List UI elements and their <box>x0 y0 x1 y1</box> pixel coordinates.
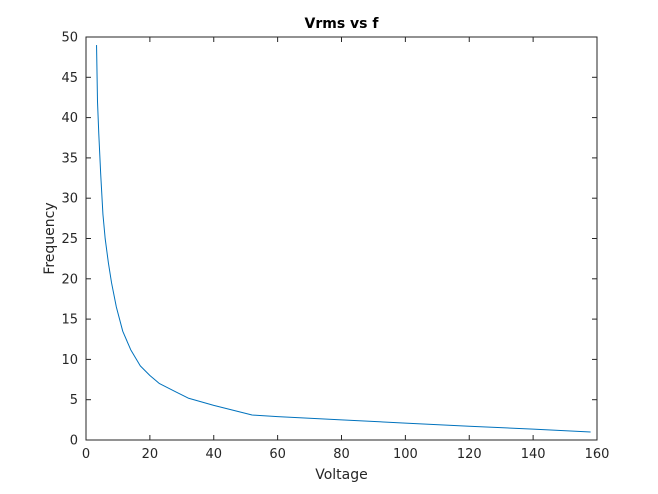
x-tick-label: 140 <box>521 447 546 462</box>
y-tick-label: 35 <box>61 151 78 166</box>
x-tick-label: 0 <box>82 447 90 462</box>
y-tick-label: 0 <box>70 434 78 449</box>
y-tick-label: 30 <box>61 192 78 207</box>
x-tick-label: 40 <box>205 447 222 462</box>
x-tick-label: 20 <box>142 447 159 462</box>
x-tick-label: 60 <box>269 447 286 462</box>
y-tick-label: 20 <box>61 272 78 287</box>
x-tick-label: 80 <box>333 447 350 462</box>
x-tick-label: 100 <box>393 447 418 462</box>
y-tick-label: 40 <box>61 111 78 126</box>
x-axis-title: Voltage <box>315 467 368 483</box>
y-tick-label: 25 <box>61 232 78 247</box>
y-tick-label: 5 <box>70 393 78 408</box>
series-line-0 <box>96 45 591 433</box>
series-layer <box>96 45 591 433</box>
x-tick-label: 160 <box>585 447 610 462</box>
y-tick-label: 10 <box>61 353 78 368</box>
y-tick-label: 50 <box>61 31 78 46</box>
tick-layer: 0 20 40 60 80 100 120 140 160 0 5 10 15 20 25 30 35 40 45 5… <box>61 31 609 463</box>
y-axis-title: Frequency <box>42 202 58 274</box>
y-tick-label: 15 <box>61 313 78 328</box>
y-tick-label: 45 <box>61 71 78 86</box>
x-tick-label: 120 <box>457 447 482 462</box>
chart-title: Vrms vs f <box>305 16 380 32</box>
plot-area <box>85 36 598 441</box>
